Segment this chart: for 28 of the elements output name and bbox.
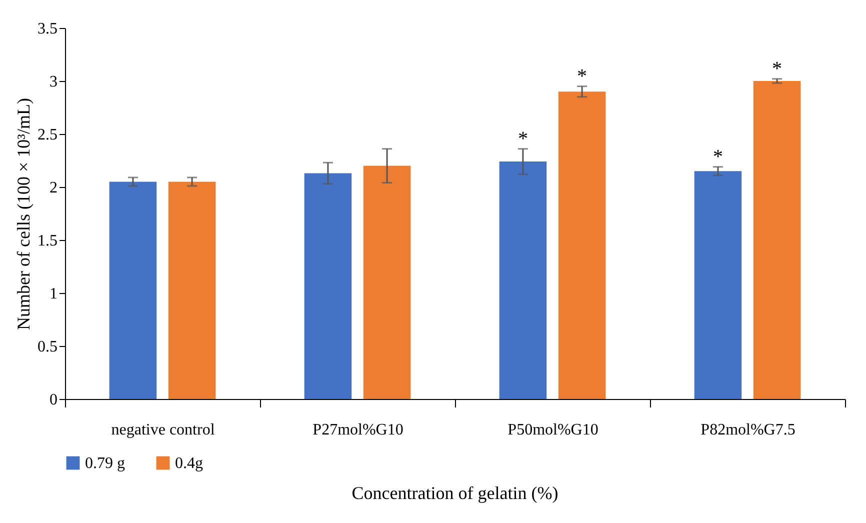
bar: [304, 173, 352, 399]
bar: [499, 162, 547, 399]
bar: [363, 166, 411, 399]
x-tick-label: P27mol%G10: [312, 422, 404, 438]
y-tick-label: 3: [50, 74, 58, 90]
bar: [753, 81, 801, 399]
y-tick-label: 1: [50, 286, 58, 302]
data-label: *: [772, 58, 782, 80]
x-tick-label: P50mol%G10: [508, 422, 598, 438]
y-tick-label: 2.5: [38, 126, 58, 144]
data-label: *: [577, 65, 588, 88]
y-tick-label: 2: [50, 180, 58, 196]
y-tick-label: 1.5: [38, 232, 58, 250]
y-tick-label: 3.5: [38, 20, 58, 38]
legend-label: 0.79 g: [85, 455, 125, 472]
bar: [168, 182, 216, 399]
bar: [109, 182, 157, 399]
data-label: *: [518, 128, 528, 150]
legend-label: 0.4g: [175, 455, 203, 472]
y-tick-label: 0.5: [38, 338, 58, 356]
x-tick-label: negative control: [111, 422, 216, 438]
y-axis-title: Number of cells (100 × 10³/mL): [14, 98, 34, 330]
x-axis-title: Concentration of gelatin (%): [352, 483, 558, 503]
data-label: *: [712, 146, 723, 168]
x-tick-label: P82mol%G7.5: [700, 422, 796, 438]
y-tick-label: 0: [50, 392, 58, 408]
bar: [694, 171, 742, 399]
bar: [558, 92, 606, 399]
